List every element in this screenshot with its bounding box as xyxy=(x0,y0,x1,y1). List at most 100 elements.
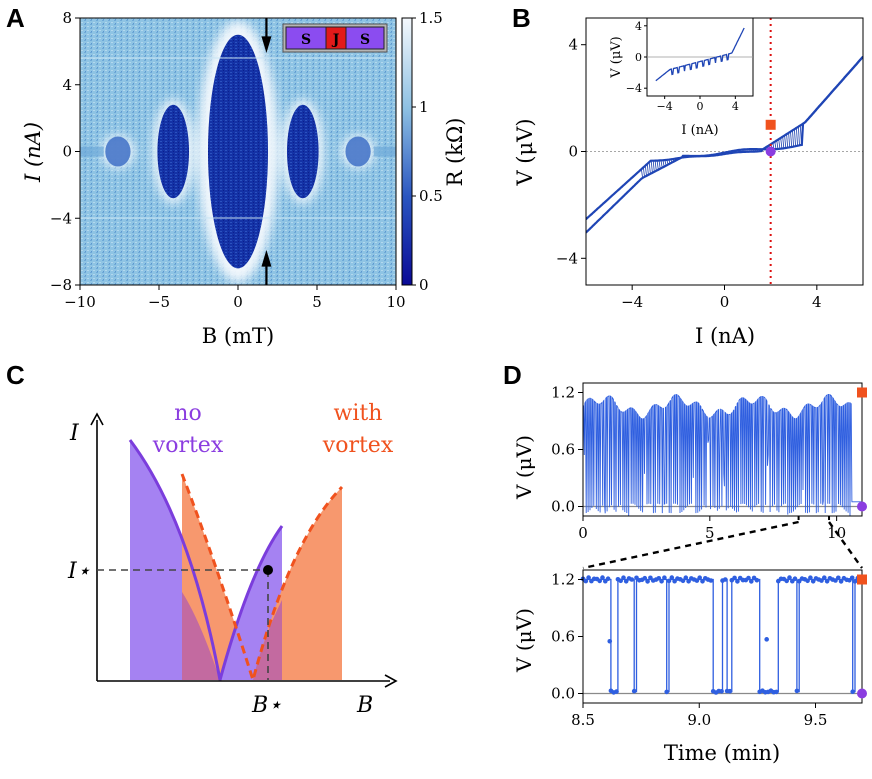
inset-axes: −4 0 4 4 0 −4 xyxy=(626,20,739,113)
with-vortex-boundary xyxy=(180,473,344,686)
y-tick-label: −4 xyxy=(556,249,578,267)
sample-point xyxy=(822,575,827,580)
sample-point xyxy=(732,575,737,581)
telegraph-signal xyxy=(582,393,862,516)
x-tick-label: 9.5 xyxy=(804,711,828,729)
y-tick-label: 1.2 xyxy=(551,384,575,402)
inset-iv-curve xyxy=(655,27,745,82)
sample-point xyxy=(618,578,623,584)
sample-point xyxy=(629,577,635,582)
low-state-marker xyxy=(857,501,867,512)
d-xlabel: Time (min) xyxy=(664,741,780,765)
no-vortex-label-line2: vortex xyxy=(152,433,224,458)
no-vortex-label-line1: no xyxy=(174,401,201,426)
panel-a-ylabel: I (nA) xyxy=(21,122,45,183)
zoom-connector-right xyxy=(828,521,863,569)
inset-x-tick-label: 4 xyxy=(732,100,739,113)
outer-lobe xyxy=(105,136,131,167)
panel-c-letter: C xyxy=(6,360,25,390)
sample-point xyxy=(680,578,686,584)
sample-point xyxy=(794,688,800,694)
state-markers xyxy=(765,119,776,157)
colorbar xyxy=(401,17,413,286)
colorbar-tick-label: 0 xyxy=(419,276,429,294)
legend-s-right xyxy=(345,26,385,50)
y-tick-label: −4 xyxy=(50,209,72,227)
no-vortex-boundary xyxy=(128,439,284,681)
x-tick-label: 4 xyxy=(812,293,822,311)
sample-point xyxy=(850,689,855,694)
critical-current-arrows xyxy=(261,18,272,285)
heatmap-lobes xyxy=(80,34,396,269)
sample-point xyxy=(700,579,705,584)
telegraph-trace-full: 1.20.60.00510 xyxy=(551,382,867,570)
sample-point xyxy=(669,575,675,580)
x-tick-label: 9.0 xyxy=(687,711,711,729)
iv-curves xyxy=(586,55,863,234)
x-tick-label: 10 xyxy=(386,293,405,311)
panel-b-axes: −4 0 4 4 0 −4 xyxy=(556,36,822,311)
arrow-bottom-head xyxy=(261,249,272,267)
colorbar-ticks: 1.5 1 0.5 0 xyxy=(412,9,443,294)
edge-band xyxy=(80,146,104,157)
sample-point xyxy=(697,575,702,580)
sample-point xyxy=(708,578,714,583)
sample-point xyxy=(605,576,611,581)
central-lobe xyxy=(207,34,269,269)
edge-band xyxy=(373,146,396,157)
y-tick-label: 0.6 xyxy=(551,441,575,459)
x-tick-label: 5 xyxy=(705,524,715,542)
y-tick-label: 0.0 xyxy=(551,498,575,516)
sample-point xyxy=(659,579,664,584)
panel-d: D 1.20.60.00510 1.20.60.08.59.09.5 V (μV… xyxy=(503,360,867,765)
inset-curve xyxy=(647,27,753,82)
c-ylabel: I xyxy=(69,421,80,446)
inset-ylabel: V (μV) xyxy=(609,36,624,79)
zoom-connector-left xyxy=(582,520,799,570)
inset-y-tick-label: 0 xyxy=(635,51,642,64)
x-tick-label: −10 xyxy=(64,293,96,311)
inset-x-tick-label: 0 xyxy=(697,100,704,113)
b-star-label: B⋆ xyxy=(251,693,282,718)
sample-point xyxy=(586,575,591,580)
sample-point xyxy=(784,578,789,584)
colorbar-tick-label: 1 xyxy=(419,98,429,116)
x-tick-label: −5 xyxy=(148,293,170,311)
inset-y-tick-label: 4 xyxy=(635,20,642,33)
with-vortex-label-line2: vortex xyxy=(322,433,394,458)
side-lobe xyxy=(286,104,319,199)
low-state-marker xyxy=(857,688,867,699)
x-tick-label: 8.5 xyxy=(571,711,595,729)
sample-point xyxy=(623,579,629,584)
y-tick-label: 0 xyxy=(62,143,72,161)
overlap-region-right xyxy=(253,600,282,680)
sample-point xyxy=(662,575,667,580)
sample-point xyxy=(836,575,841,581)
d-top-ylabel: V (μV) xyxy=(512,435,536,500)
sample-point xyxy=(849,575,855,581)
sample-point xyxy=(792,576,798,581)
inset-xlabel: I (nA) xyxy=(681,123,718,138)
sample-point xyxy=(600,575,605,580)
y-tick-label: 4 xyxy=(62,76,72,94)
sample-point xyxy=(666,578,672,584)
colorbar-tick-label: 1.5 xyxy=(419,9,443,27)
operating-point xyxy=(263,565,273,575)
sample-point xyxy=(805,578,810,584)
sample-point xyxy=(614,689,619,694)
inset-x-tick-label: −4 xyxy=(657,100,673,113)
sample-point xyxy=(723,577,728,582)
heatmap-area xyxy=(80,18,396,285)
panel-b-ylabel: V (μV) xyxy=(513,118,537,186)
low-state-marker xyxy=(765,146,776,157)
sample-point xyxy=(819,578,824,583)
y-tick-label: 1.2 xyxy=(551,571,575,589)
with-vortex-label-line1: with xyxy=(334,401,383,426)
sample-point xyxy=(686,579,691,584)
sample-point xyxy=(808,575,813,580)
y-tick-label: 0 xyxy=(568,143,578,161)
sample-point xyxy=(694,578,700,583)
transition-point xyxy=(764,637,769,642)
